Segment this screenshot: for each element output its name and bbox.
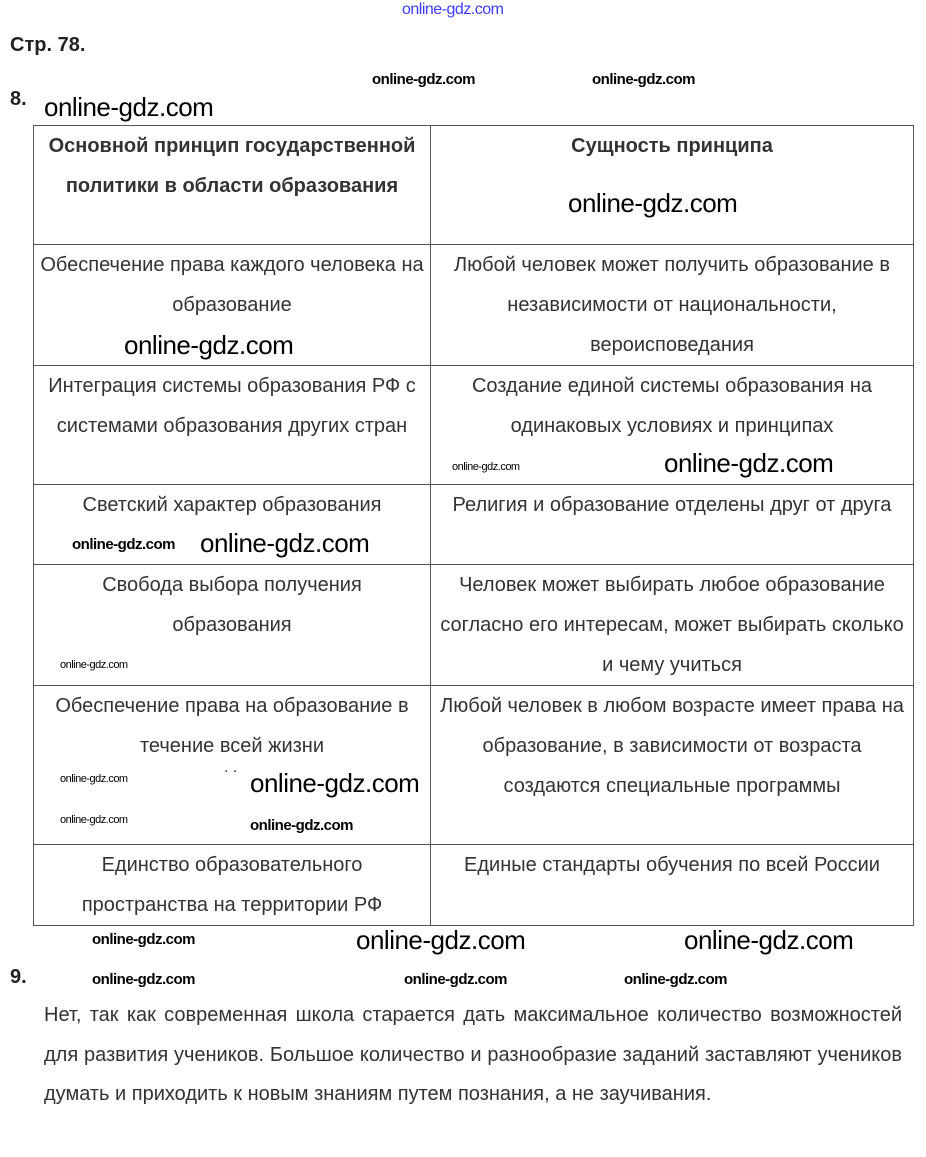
table-row: Светский характер образования Религия и … bbox=[33, 484, 914, 565]
principle-cell: Интеграция системы образования РФ с сист… bbox=[33, 365, 431, 485]
header-principle: Основной принцип государственной политик… bbox=[33, 125, 431, 245]
essence-cell: Единые стандарты обучения по всей России bbox=[430, 844, 914, 926]
watermark: online-gdz.com bbox=[92, 931, 196, 948]
watermark: online-gdz.com bbox=[452, 461, 520, 473]
task-9-answer: Нет, так как современная школа старается… bbox=[44, 1004, 902, 1105]
watermark: online-gdz.com bbox=[124, 330, 294, 360]
essence-cell: Любой человек может получить образование… bbox=[430, 244, 914, 366]
header-essence: Сущность принципа bbox=[430, 125, 914, 245]
watermark: online-gdz.com bbox=[60, 814, 128, 826]
watermark: online-gdz.com bbox=[404, 971, 508, 988]
principle-cell: Светский характер образования bbox=[33, 484, 431, 565]
task-9-number: 9. bbox=[10, 966, 27, 988]
table-row: Интеграция системы образования РФ с сист… bbox=[33, 365, 914, 485]
watermark: online-gdz.com bbox=[372, 71, 476, 88]
table-row: Единство образовательного пространства н… bbox=[33, 844, 914, 926]
watermark: online-gdz.com bbox=[60, 773, 128, 785]
table-row: Свобода выбора получения образования Чел… bbox=[33, 564, 914, 686]
essence-cell: Любой человек в любом возрасте имеет пра… bbox=[430, 685, 914, 845]
watermark: online-gdz.com bbox=[92, 971, 196, 988]
principles-table: Основной принцип государственной политик… bbox=[33, 125, 914, 926]
watermark: online-gdz.com bbox=[568, 188, 738, 218]
principle-cell: Обеспечение права на образование в течен… bbox=[33, 685, 431, 845]
principle-cell: Обеспечение права каждого человека на об… bbox=[33, 244, 431, 366]
watermark: online-gdz.com bbox=[402, 1, 504, 18]
watermark: online-gdz.com bbox=[624, 971, 728, 988]
principle-cell: Единство образовательного пространства н… bbox=[33, 844, 431, 926]
stray-marks: . . bbox=[224, 759, 238, 776]
watermark: online-gdz.com bbox=[664, 448, 834, 478]
watermark: online-gdz.com bbox=[592, 71, 696, 88]
essence-cell: Человек может выбирать любое образование… bbox=[430, 564, 914, 686]
watermark: online-gdz.com bbox=[72, 536, 176, 553]
table-row: Обеспечение права каждого человека на об… bbox=[33, 244, 914, 366]
page-label: Стр. 78. bbox=[10, 34, 86, 56]
essence-cell: Религия и образование отделены друг от д… bbox=[430, 484, 914, 565]
watermark: online-gdz.com bbox=[200, 528, 370, 558]
watermark: online-gdz.com bbox=[684, 925, 854, 955]
watermark: online-gdz.com bbox=[60, 659, 128, 671]
task-8-number: 8. bbox=[10, 88, 27, 110]
principle-cell: Свобода выбора получения образования bbox=[33, 564, 431, 686]
table-row: Обеспечение права на образование в течен… bbox=[33, 685, 914, 845]
watermark: online-gdz.com bbox=[250, 768, 420, 798]
watermark: online-gdz.com bbox=[356, 925, 526, 955]
watermark: online-gdz.com bbox=[250, 817, 354, 834]
watermark: online-gdz.com bbox=[44, 92, 214, 122]
table-header-row: Основной принцип государственной политик… bbox=[33, 125, 914, 245]
essence-cell: Создание единой системы образования на о… bbox=[430, 365, 914, 485]
